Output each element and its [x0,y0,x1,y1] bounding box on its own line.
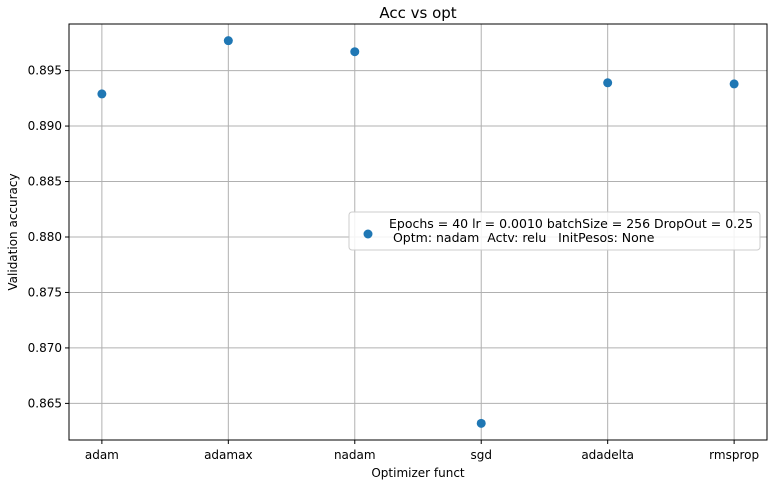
x-tick-label: nadam [334,448,376,462]
data-point [476,418,486,428]
x-axis-ticks: adam adamax nadam sgd adadelta rmsprop [85,440,759,462]
y-tick-label: 0.875 [28,285,62,299]
y-axis-label: Validation accuracy [6,173,20,290]
chart-title: Acc vs opt [379,4,456,22]
data-point [223,36,233,46]
y-tick-label: 0.890 [28,119,62,133]
data-point [97,89,107,99]
y-tick-label: 0.865 [28,396,62,410]
x-tick-label: rmsprop [709,448,759,462]
data-point [603,78,613,88]
x-axis-label: Optimizer funct [371,466,465,480]
y-tick-label: 0.870 [28,341,62,355]
data-point [350,47,360,57]
x-tick-label: sgd [470,448,492,462]
x-tick-label: adam [85,448,119,462]
x-tick-label: adadelta [581,448,634,462]
plot-frame [68,23,768,441]
data-point [729,79,739,89]
y-tick-label: 0.885 [28,175,62,189]
y-tick-label: 0.895 [28,64,62,78]
data-points [97,36,739,428]
y-tick-label: 0.880 [28,230,62,244]
legend-box [348,211,761,251]
legend-marker [363,229,373,239]
x-tick-label: adamax [204,448,252,462]
legend: Epochs = 40 lr = 0.0010 batchSize = 256 … [348,211,761,251]
y-axis-ticks: 0.865 0.870 0.875 0.880 0.885 0.890 0.895 [28,64,69,410]
legend-label: Epochs = 40 lr = 0.0010 batchSize = 256 … [389,216,753,245]
